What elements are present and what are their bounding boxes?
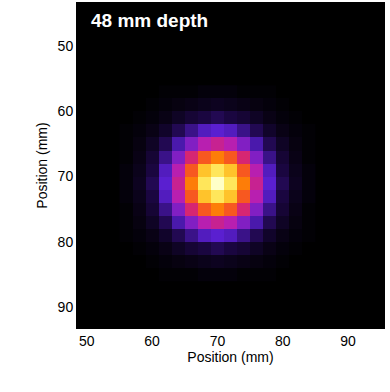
svg-text:60: 60 xyxy=(58,103,74,119)
svg-text:50: 50 xyxy=(79,333,95,349)
svg-text:90: 90 xyxy=(340,333,356,349)
svg-text:90: 90 xyxy=(58,299,74,315)
svg-text:80: 80 xyxy=(58,234,74,250)
svg-text:70: 70 xyxy=(58,168,74,184)
svg-text:50: 50 xyxy=(58,38,74,54)
svg-text:80: 80 xyxy=(275,333,291,349)
svg-text:48 mm depth: 48 mm depth xyxy=(91,10,208,31)
svg-text:Position (mm): Position (mm) xyxy=(34,122,50,208)
svg-text:70: 70 xyxy=(210,333,226,349)
svg-text:Position (mm): Position (mm) xyxy=(187,349,273,365)
svg-text:60: 60 xyxy=(144,333,160,349)
